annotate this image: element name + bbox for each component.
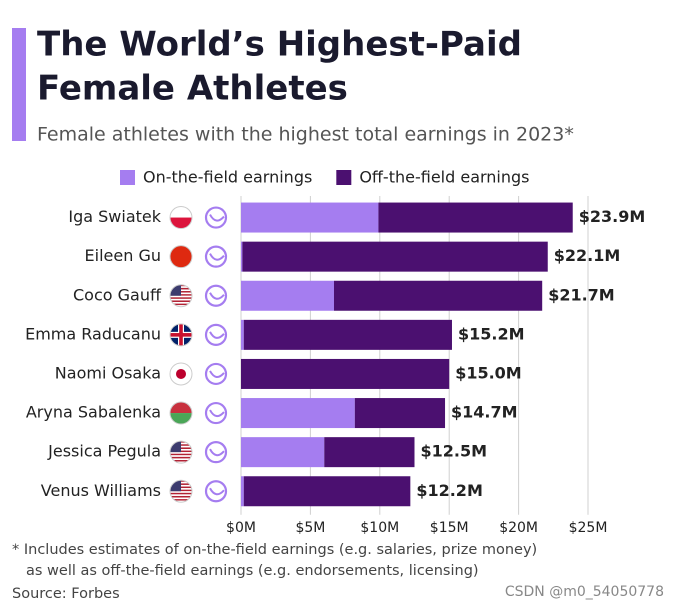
flag-border bbox=[169, 479, 193, 503]
x-tick-label: $20M bbox=[499, 520, 538, 536]
bar-segment bbox=[241, 476, 244, 507]
flag-border bbox=[169, 401, 193, 425]
flag bbox=[170, 362, 192, 385]
sport-icon bbox=[204, 441, 228, 464]
subtitle: Female athletes with the highest total e… bbox=[37, 124, 574, 146]
bar-segment bbox=[354, 398, 446, 429]
y-tick-label: Coco Gauff bbox=[73, 285, 162, 304]
flag-border bbox=[169, 206, 193, 230]
y-tick-label: Naomi Osaka bbox=[55, 363, 161, 382]
bar-segment bbox=[243, 319, 452, 350]
bar-segment bbox=[241, 202, 379, 233]
total-label: $15.0M bbox=[455, 363, 522, 382]
bar-segment bbox=[241, 437, 325, 468]
chart-title: The World’s Highest-Paid bbox=[37, 25, 522, 65]
bar-segment bbox=[241, 358, 450, 389]
x-tick-label: $25M bbox=[569, 520, 608, 536]
bar-segment bbox=[242, 241, 548, 272]
sport-icon bbox=[204, 323, 228, 346]
sport-icon bbox=[204, 480, 228, 503]
y-tick-label: Jessica Pegula bbox=[47, 442, 161, 461]
flag bbox=[170, 480, 192, 503]
x-tick-label: $10M bbox=[360, 520, 399, 536]
y-tick-label: Venus Williams bbox=[41, 481, 161, 500]
bar-segment bbox=[241, 319, 244, 350]
sport-icon bbox=[204, 401, 228, 425]
sport-icon bbox=[209, 448, 225, 457]
flag bbox=[170, 206, 192, 229]
sport-icon bbox=[204, 206, 228, 229]
sport-icon bbox=[209, 370, 225, 378]
bar-segment bbox=[241, 241, 243, 272]
legend-swatch bbox=[120, 170, 135, 185]
flag bbox=[170, 284, 192, 307]
legend-swatch bbox=[336, 170, 352, 185]
y-tick-label: Emma Raducanu bbox=[25, 324, 161, 343]
total-label: $15.2M bbox=[458, 324, 525, 343]
chart-title: Female Athletes bbox=[37, 69, 348, 109]
sport-icon bbox=[209, 487, 225, 496]
total-label: $12.5M bbox=[421, 442, 488, 461]
flag bbox=[170, 441, 192, 464]
accent-bar bbox=[12, 28, 26, 141]
legend-label: Off-the-field earnings bbox=[359, 168, 529, 187]
x-tick-label: $5M bbox=[295, 520, 325, 536]
footnote: as well as off-the-field earnings (e.g. … bbox=[26, 563, 479, 579]
y-tick-label: Eileen Gu bbox=[85, 246, 161, 265]
y-tick-label: Aryna Sabalenka bbox=[26, 403, 161, 422]
sport-icon bbox=[204, 245, 228, 268]
total-label: $21.7M bbox=[548, 285, 615, 304]
sport-icon bbox=[209, 292, 225, 300]
source: Source: Forbes bbox=[12, 586, 120, 602]
bar-segment bbox=[324, 437, 415, 468]
legend-label: On-the-field earnings bbox=[143, 168, 312, 187]
y-tick-label: Iga Swiatek bbox=[68, 207, 161, 226]
watermark: CSDN @m0_54050778 bbox=[505, 584, 664, 600]
flag-border bbox=[169, 323, 193, 347]
x-tick-label: $15M bbox=[430, 520, 469, 536]
x-tick-label: $0M bbox=[226, 520, 256, 536]
flag bbox=[170, 245, 192, 268]
flag-border bbox=[169, 440, 193, 464]
bar-segment bbox=[241, 280, 334, 311]
total-label: $14.7M bbox=[451, 403, 518, 422]
footnote: * Includes estimates of on-the-field ear… bbox=[12, 542, 537, 558]
flag-border bbox=[169, 245, 193, 269]
flag-border bbox=[169, 362, 193, 386]
sport-icon bbox=[204, 362, 228, 386]
flag bbox=[170, 323, 192, 346]
bar-segment bbox=[333, 280, 543, 311]
sport-icon bbox=[204, 284, 228, 307]
total-label: $23.9M bbox=[579, 207, 646, 226]
sport-icon bbox=[209, 214, 225, 222]
total-label: $12.2M bbox=[416, 481, 483, 500]
sport-icon bbox=[209, 409, 225, 418]
total-label: $22.1M bbox=[554, 246, 621, 265]
flag bbox=[170, 402, 192, 425]
bar-segment bbox=[241, 398, 355, 429]
bar-segment bbox=[243, 476, 411, 507]
sport-icon bbox=[209, 331, 225, 339]
bar-segment bbox=[378, 202, 573, 233]
flag-border bbox=[169, 284, 193, 308]
sport-icon bbox=[209, 253, 225, 261]
